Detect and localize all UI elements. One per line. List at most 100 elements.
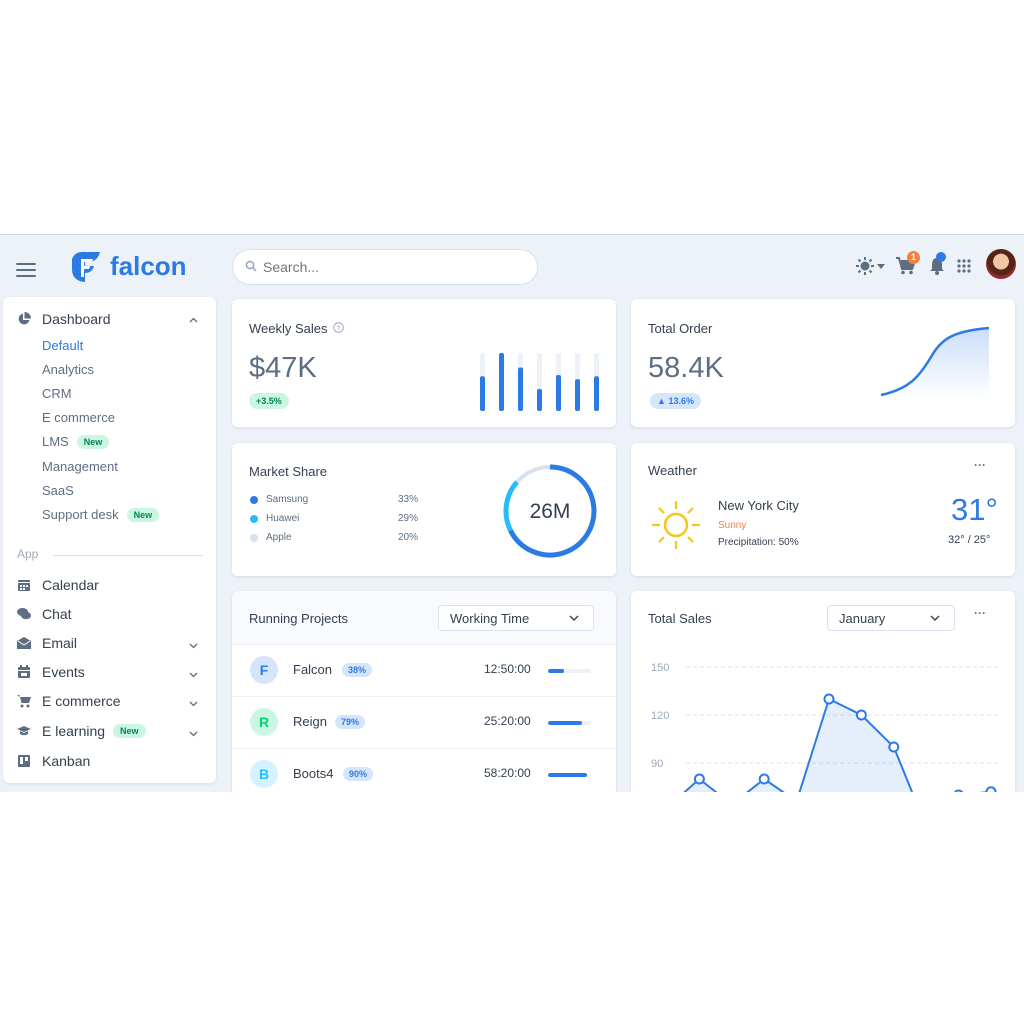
data-point[interactable] <box>823 693 835 705</box>
legend-item-samsung: Samsung 33% <box>250 494 418 505</box>
weather-condition: Sunny <box>718 520 747 531</box>
card-title: Market Share <box>249 464 328 479</box>
legend-value: 33% <box>397 494 418 505</box>
y-tick-label: 90 <box>651 758 663 770</box>
data-point[interactable] <box>693 773 705 785</box>
sidebar-item-calendar[interactable]: Calendar <box>17 577 99 593</box>
events-calendar-icon <box>18 665 30 678</box>
sidebar-subitem-support-desk[interactable]: Support desk New <box>42 507 160 522</box>
new-badge: New <box>126 507 160 522</box>
new-badge: New <box>76 434 110 449</box>
sidebar-item-chat[interactable]: Chat <box>17 606 72 622</box>
more-options-icon[interactable]: ··· <box>974 458 986 472</box>
sidebar-subitem-default[interactable]: Default <box>42 338 83 353</box>
sidebar-subitem-lms[interactable]: LMS New <box>42 434 110 449</box>
data-point[interactable] <box>855 709 867 721</box>
project-progress-bar <box>548 721 591 725</box>
bar <box>518 367 523 411</box>
project-progress-bar <box>548 669 591 673</box>
chevron-down-icon <box>569 615 579 621</box>
bar <box>575 379 580 411</box>
weekly-sales-change: +3.5% <box>249 393 289 409</box>
card-title: Weekly Sales <box>249 321 328 336</box>
project-percent-badge: 79% <box>335 715 366 729</box>
bar <box>537 388 542 411</box>
data-point[interactable] <box>953 789 964 793</box>
bar <box>556 375 561 411</box>
weather-city: New York City <box>718 498 799 513</box>
progress-fill <box>548 773 587 777</box>
sidebar-item-email[interactable]: Email <box>17 635 77 651</box>
search-box[interactable] <box>232 249 538 285</box>
legend-dot <box>250 533 258 542</box>
sidebar-subitem-label: Support desk <box>42 507 119 522</box>
search-input[interactable] <box>261 250 525 284</box>
graduation-cap-icon <box>17 726 31 736</box>
total-sales-card: Total Sales January ··· 150 120 90 <box>631 591 1015 792</box>
sidebar-subitem-analytics[interactable]: Analytics <box>42 362 94 377</box>
chevron-up-icon[interactable] <box>189 317 198 323</box>
data-point[interactable] <box>758 773 770 785</box>
more-options-icon[interactable]: ··· <box>974 606 986 620</box>
chevron-down-icon[interactable] <box>189 701 198 707</box>
project-avatar: F <box>250 656 278 684</box>
market-share-total: 26M <box>530 500 571 523</box>
sidebar-subitem-label: Management <box>42 459 118 474</box>
list-item[interactable]: F Falcon 38% 12:50:00 <box>232 644 616 697</box>
chevron-down-icon[interactable] <box>189 672 198 678</box>
question-circle-icon[interactable]: ? <box>333 322 344 333</box>
total-order-card: Total Order 58.4K ▲ 13.6% <box>631 299 1015 427</box>
sidebar-item-label: Dashboard <box>42 311 111 327</box>
caret-up-icon: ▲ <box>657 396 666 406</box>
select-value: January <box>839 610 886 626</box>
cart-count-badge: 1 <box>907 251 920 264</box>
sidebar-subitem-label: CRM <box>42 386 72 401</box>
sidebar-item-label: Events <box>42 664 85 680</box>
pie-chart-icon <box>18 312 31 325</box>
theme-sun-icon[interactable] <box>856 257 874 275</box>
month-select[interactable]: January <box>827 605 955 631</box>
bar <box>499 353 504 411</box>
sidebar-item-elearning[interactable]: E learning New <box>17 723 146 739</box>
sidebar-item-events[interactable]: Events <box>17 664 85 680</box>
menu-toggle-icon[interactable] <box>16 263 36 277</box>
running-projects-card: Running Projects Working Time F Falcon 3… <box>232 591 616 792</box>
project-time: 58:20:00 <box>484 766 531 780</box>
falcon-logo-icon <box>72 251 100 282</box>
sidebar-subitem-label: SaaS <box>42 483 74 498</box>
brand-name[interactable]: falcon <box>110 251 187 281</box>
data-point[interactable] <box>985 786 997 792</box>
chevron-down-icon[interactable] <box>189 643 198 649</box>
project-percent-badge: 38% <box>342 663 373 677</box>
sidebar: Dashboard Default Analytics CRM E commer… <box>3 297 216 783</box>
sidebar-item-kanban[interactable]: Kanban <box>17 753 90 769</box>
bar <box>480 376 485 411</box>
working-time-select[interactable]: Working Time <box>438 605 594 631</box>
sidebar-item-label: Kanban <box>42 753 91 769</box>
divider <box>53 555 203 556</box>
list-item[interactable]: B Boots4 90% 58:20:00 <box>232 748 616 792</box>
sidebar-item-ecommerce[interactable]: E commerce <box>17 693 121 709</box>
sidebar-item-label: E commerce <box>42 693 121 709</box>
total-sales-line-chart: 150 120 90 <box>651 662 999 793</box>
apps-grid-icon[interactable] <box>957 259 971 273</box>
sidebar-subitem-ecommerce[interactable]: E commerce <box>42 410 115 425</box>
sidebar-item-dashboard[interactable]: Dashboard <box>17 311 111 327</box>
sidebar-subitem-crm[interactable]: CRM <box>42 386 72 401</box>
market-share-donut-chart: 26M <box>503 464 597 558</box>
calendar-icon <box>18 580 30 591</box>
market-share-card: Market Share Samsung 33% Huawei 29% Apple 2… <box>232 443 616 576</box>
sidebar-subitem-saas[interactable]: SaaS <box>42 483 74 498</box>
list-item[interactable]: R Reign 79% 25:20:00 <box>232 696 616 749</box>
kanban-board-icon <box>18 755 30 767</box>
project-name: Falcon <box>293 662 333 677</box>
weekly-sales-card: Weekly Sales ? $47K +3.5% <box>232 299 616 427</box>
legend-label: Huawei <box>266 513 300 524</box>
project-time: 25:20:00 <box>484 714 531 728</box>
sidebar-subitem-management[interactable]: Management <box>42 459 118 474</box>
chevron-down-icon[interactable] <box>877 264 885 269</box>
avatar[interactable] <box>986 249 1016 279</box>
data-point[interactable] <box>888 741 900 753</box>
cart-icon <box>17 695 31 708</box>
chevron-down-icon[interactable] <box>189 731 198 737</box>
